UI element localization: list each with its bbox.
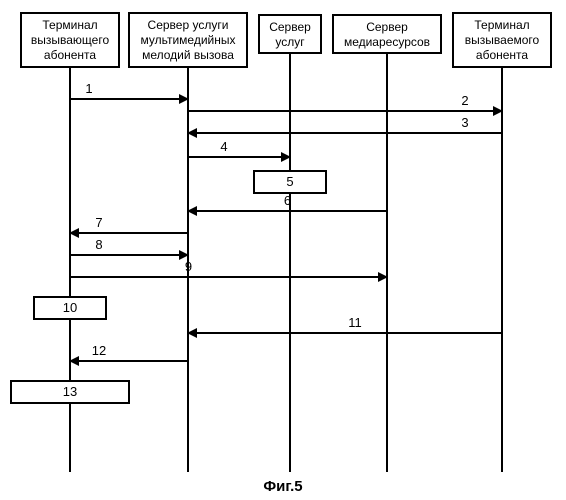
message-arrow <box>188 132 502 134</box>
arrowhead-icon <box>187 128 197 138</box>
participant-label: Сервер медиаресурсов <box>338 20 436 50</box>
message-arrow <box>188 210 387 212</box>
message-arrow <box>70 232 188 234</box>
participant-label: Терминал вызывающего абонента <box>26 18 114 63</box>
arrowhead-icon <box>179 94 189 104</box>
participant-box: Сервер услуг <box>258 14 322 54</box>
step-box: 5 <box>253 170 327 194</box>
participant-box: Сервер услуги мультимедийных мелодий выз… <box>128 12 248 68</box>
message-label: 11 <box>346 315 364 330</box>
lifeline <box>289 54 291 472</box>
message-label: 12 <box>90 343 108 358</box>
message-label: 4 <box>218 139 229 154</box>
lifeline <box>386 54 388 472</box>
arrowhead-icon <box>493 106 503 116</box>
arrowhead-icon <box>69 356 79 366</box>
arrowhead-icon <box>69 228 79 238</box>
step-box: 13 <box>10 380 130 404</box>
figure-caption: Фиг.5 <box>0 478 566 495</box>
arrowhead-icon <box>187 328 197 338</box>
message-arrow <box>188 156 290 158</box>
message-label: 2 <box>459 93 470 108</box>
participant-box: Терминал вызывающего абонента <box>20 12 120 68</box>
lifeline <box>69 68 71 472</box>
message-arrow <box>188 332 502 334</box>
message-label: 1 <box>83 81 94 96</box>
message-arrow <box>70 254 188 256</box>
lifeline <box>501 68 503 472</box>
participant-box: Сервер медиаресурсов <box>332 14 442 54</box>
arrowhead-icon <box>281 152 291 162</box>
sequence-diagram: Терминал вызывающего абонента Сервер услу… <box>0 0 566 500</box>
participant-label: Сервер услуги мультимедийных мелодий выз… <box>134 18 242 63</box>
message-arrow <box>70 360 188 362</box>
message-label: 6 <box>282 193 293 208</box>
message-label: 7 <box>93 215 104 230</box>
message-arrow <box>70 98 188 100</box>
message-arrow <box>188 110 502 112</box>
participant-label: Терминал вызываемого абонента <box>458 18 546 63</box>
arrowhead-icon <box>187 206 197 216</box>
participant-label: Сервер услуг <box>264 20 316 50</box>
step-box: 10 <box>33 296 107 320</box>
message-label: 8 <box>93 237 104 252</box>
message-label: 3 <box>459 115 470 130</box>
message-label: 9 <box>183 259 194 274</box>
arrowhead-icon <box>378 272 388 282</box>
participant-box: Терминал вызываемого абонента <box>452 12 552 68</box>
message-arrow <box>70 276 387 278</box>
